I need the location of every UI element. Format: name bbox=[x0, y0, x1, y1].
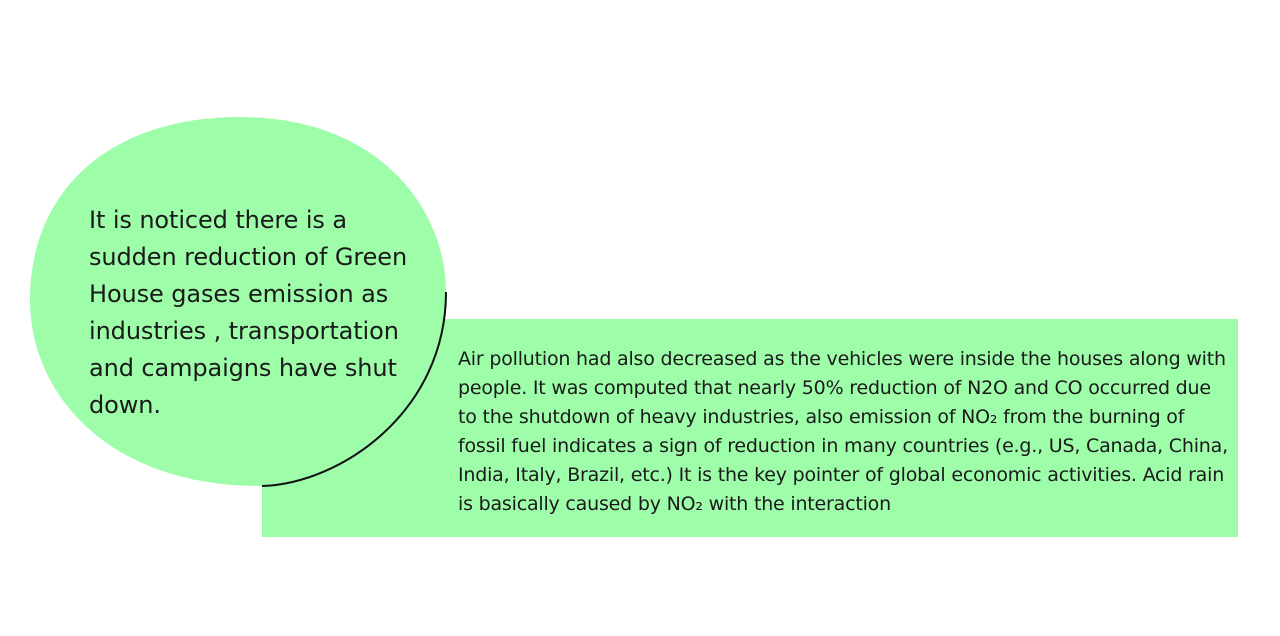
bubble-text-body: It is noticed there is a sudden reductio… bbox=[89, 206, 408, 419]
info-text-body: Air pollution had also decreased as the … bbox=[458, 348, 1228, 515]
info-text-box: Air pollution had also decreased as the … bbox=[262, 319, 1238, 537]
